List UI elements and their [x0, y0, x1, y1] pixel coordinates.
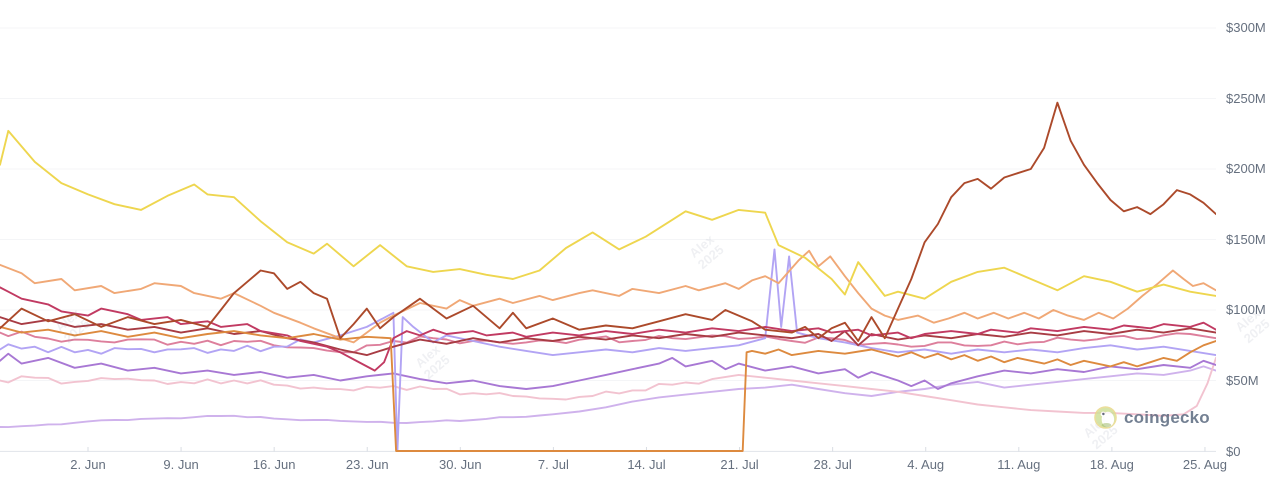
y-axis-label-$100M: $100M	[1226, 302, 1266, 317]
x-axis-label-18. Aug: 18. Aug	[1089, 457, 1134, 472]
series-line-rust-brown[interactable]	[0, 101, 1216, 342]
x-axis-label-21. Jul: 21. Jul	[720, 457, 759, 472]
x-axis-label-11. Aug: 11. Aug	[997, 457, 1041, 472]
x-axis-label-14. Jul: 14. Jul	[627, 457, 666, 472]
y-axis-label-$150M: $150M	[1226, 231, 1266, 247]
x-axis-label-2. Jun: 2. Jun	[70, 457, 106, 472]
series-line-rose-pink[interactable]	[0, 330, 1216, 354]
y-axis-label-$300M: $300M	[1226, 20, 1266, 35]
coingecko-gecko-icon	[1094, 406, 1117, 429]
series-line-crimson[interactable]	[0, 286, 1216, 372]
y-axis-label-$50M: $50M	[1226, 372, 1259, 388]
x-axis-label-9. Jun: 9. Jun	[163, 457, 199, 472]
x-axis-label-28. Jul: 28. Jul	[813, 457, 852, 472]
x-axis-label-25. Aug: 25. Aug	[1182, 457, 1227, 472]
series-line-periwinkle[interactable]	[0, 248, 1216, 452]
series-line-pale-pink[interactable]	[0, 356, 1216, 417]
x-axis-label-30. Jun: 30. Jun	[438, 457, 482, 472]
coingecko-watermark: coingecko	[1094, 406, 1210, 429]
series-line-medium-purple[interactable]	[0, 352, 1216, 390]
series-line-dark-red[interactable]	[0, 316, 1216, 357]
coingecko-logo-text: coingecko	[1124, 407, 1210, 427]
y-axis-label-$200M: $200M	[1226, 161, 1266, 176]
y-axis-label-$250M: $250M	[1226, 90, 1266, 106]
series-line-pale-lavender[interactable]	[0, 365, 1216, 429]
x-axis-label-23. Jun: 23. Jun	[345, 457, 389, 472]
series-line-yellow[interactable]	[0, 129, 1216, 300]
x-axis-label-16. Jun: 16. Jun	[252, 457, 296, 472]
y-axis-label-$0: $0	[1226, 443, 1241, 459]
x-axis-label-4. Aug: 4. Aug	[907, 457, 945, 472]
line-chart-plot-area[interactable]	[0, 0, 1216, 452]
series-line-orange[interactable]	[0, 325, 1216, 452]
x-axis-label-7. Jul: 7. Jul	[537, 457, 569, 472]
